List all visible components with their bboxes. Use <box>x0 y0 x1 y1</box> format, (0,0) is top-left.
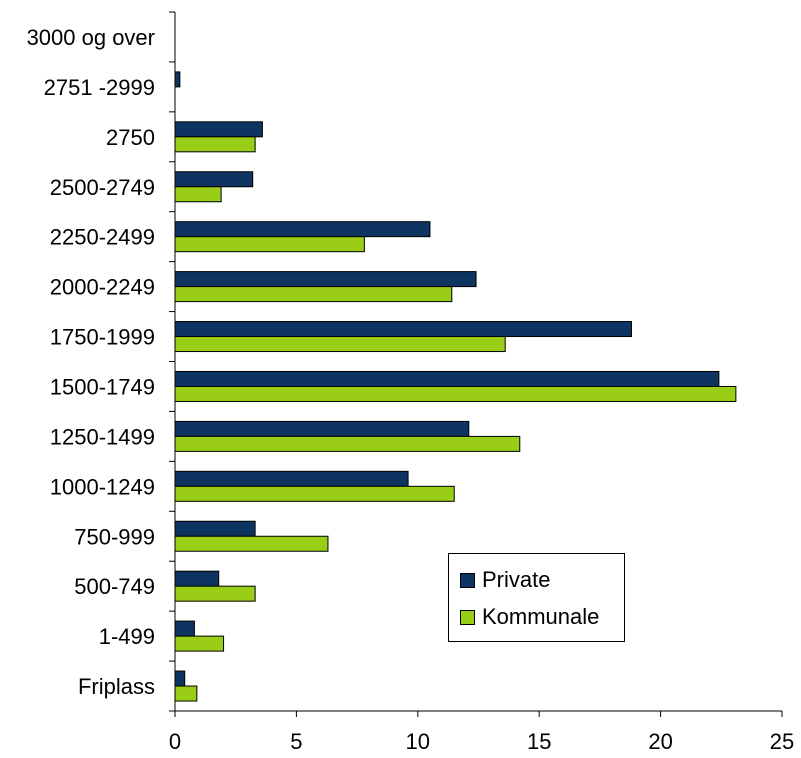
bar-private-4 <box>174 470 409 487</box>
y-tick-label: 500-749 <box>74 574 155 599</box>
y-tick-label: 3000 og over <box>27 25 155 50</box>
bar-private-6 <box>174 370 720 387</box>
x-tick-label: 25 <box>770 729 794 754</box>
bar-kommunale-9 <box>174 236 365 253</box>
bar-private-5 <box>174 420 470 437</box>
bar-private-0 <box>174 670 186 687</box>
y-tick-label: 1250-1499 <box>50 424 155 449</box>
bar-private-1 <box>174 620 195 637</box>
y-tick-label: 1750-1999 <box>50 325 155 350</box>
y-tick-label: 2751 -2999 <box>44 75 155 100</box>
bar-private-3 <box>174 520 256 537</box>
bar-kommunale-5 <box>174 435 521 452</box>
bar-private-7 <box>174 321 632 338</box>
legend-label-private: Private <box>482 567 551 592</box>
bar-kommunale-0 <box>174 685 198 702</box>
bar-private-2 <box>174 570 220 587</box>
bar-kommunale-11 <box>174 136 256 153</box>
bar-private-8 <box>174 271 477 288</box>
bars-group <box>174 71 737 702</box>
bar-kommunale-1 <box>174 635 225 652</box>
x-tick-label: 15 <box>527 729 551 754</box>
bar-kommunale-3 <box>174 535 329 552</box>
bar-kommunale-2 <box>174 585 256 602</box>
bar-kommunale-4 <box>174 485 455 502</box>
y-tick-label: 1000-1249 <box>50 474 155 499</box>
y-tick-label: 2250-2499 <box>50 225 155 250</box>
axes-group <box>169 11 783 717</box>
x-tick-label: 10 <box>406 729 430 754</box>
bar-private-12 <box>174 71 181 88</box>
bar-private-11 <box>174 121 263 138</box>
bar-kommunale-7 <box>174 336 506 353</box>
legend-item-private: Private <box>460 567 550 593</box>
bar-private-9 <box>174 221 431 238</box>
bar-private-10 <box>174 171 254 188</box>
legend-label-kommunale: Kommunale <box>482 604 600 629</box>
bar-kommunale-10 <box>174 186 222 203</box>
x-tick-label: 20 <box>648 729 672 754</box>
y-tick-label: 750-999 <box>74 524 155 549</box>
y-tick-label: 2000-2249 <box>50 275 155 300</box>
legend-swatch-private <box>460 572 475 588</box>
bar-kommunale-8 <box>174 286 453 303</box>
legend-item-kommunale: Kommunale <box>460 604 599 630</box>
x-tick-label: 5 <box>290 729 302 754</box>
y-tick-label: 1-499 <box>99 624 155 649</box>
y-tick-label: 1500-1749 <box>50 374 155 399</box>
x-tick-label: 0 <box>169 729 181 754</box>
legend: Private Kommunale <box>448 553 625 642</box>
y-tick-label: 2750 <box>106 125 155 150</box>
legend-swatch-kommunale <box>460 609 475 625</box>
labels-group: Friplass 1-499 500-749 750-999 1000-1249 1250… <box>27 25 795 754</box>
bar-kommunale-6 <box>174 385 737 402</box>
y-tick-label: 2500-2749 <box>50 175 155 200</box>
y-tick-label: Friplass <box>78 674 155 699</box>
